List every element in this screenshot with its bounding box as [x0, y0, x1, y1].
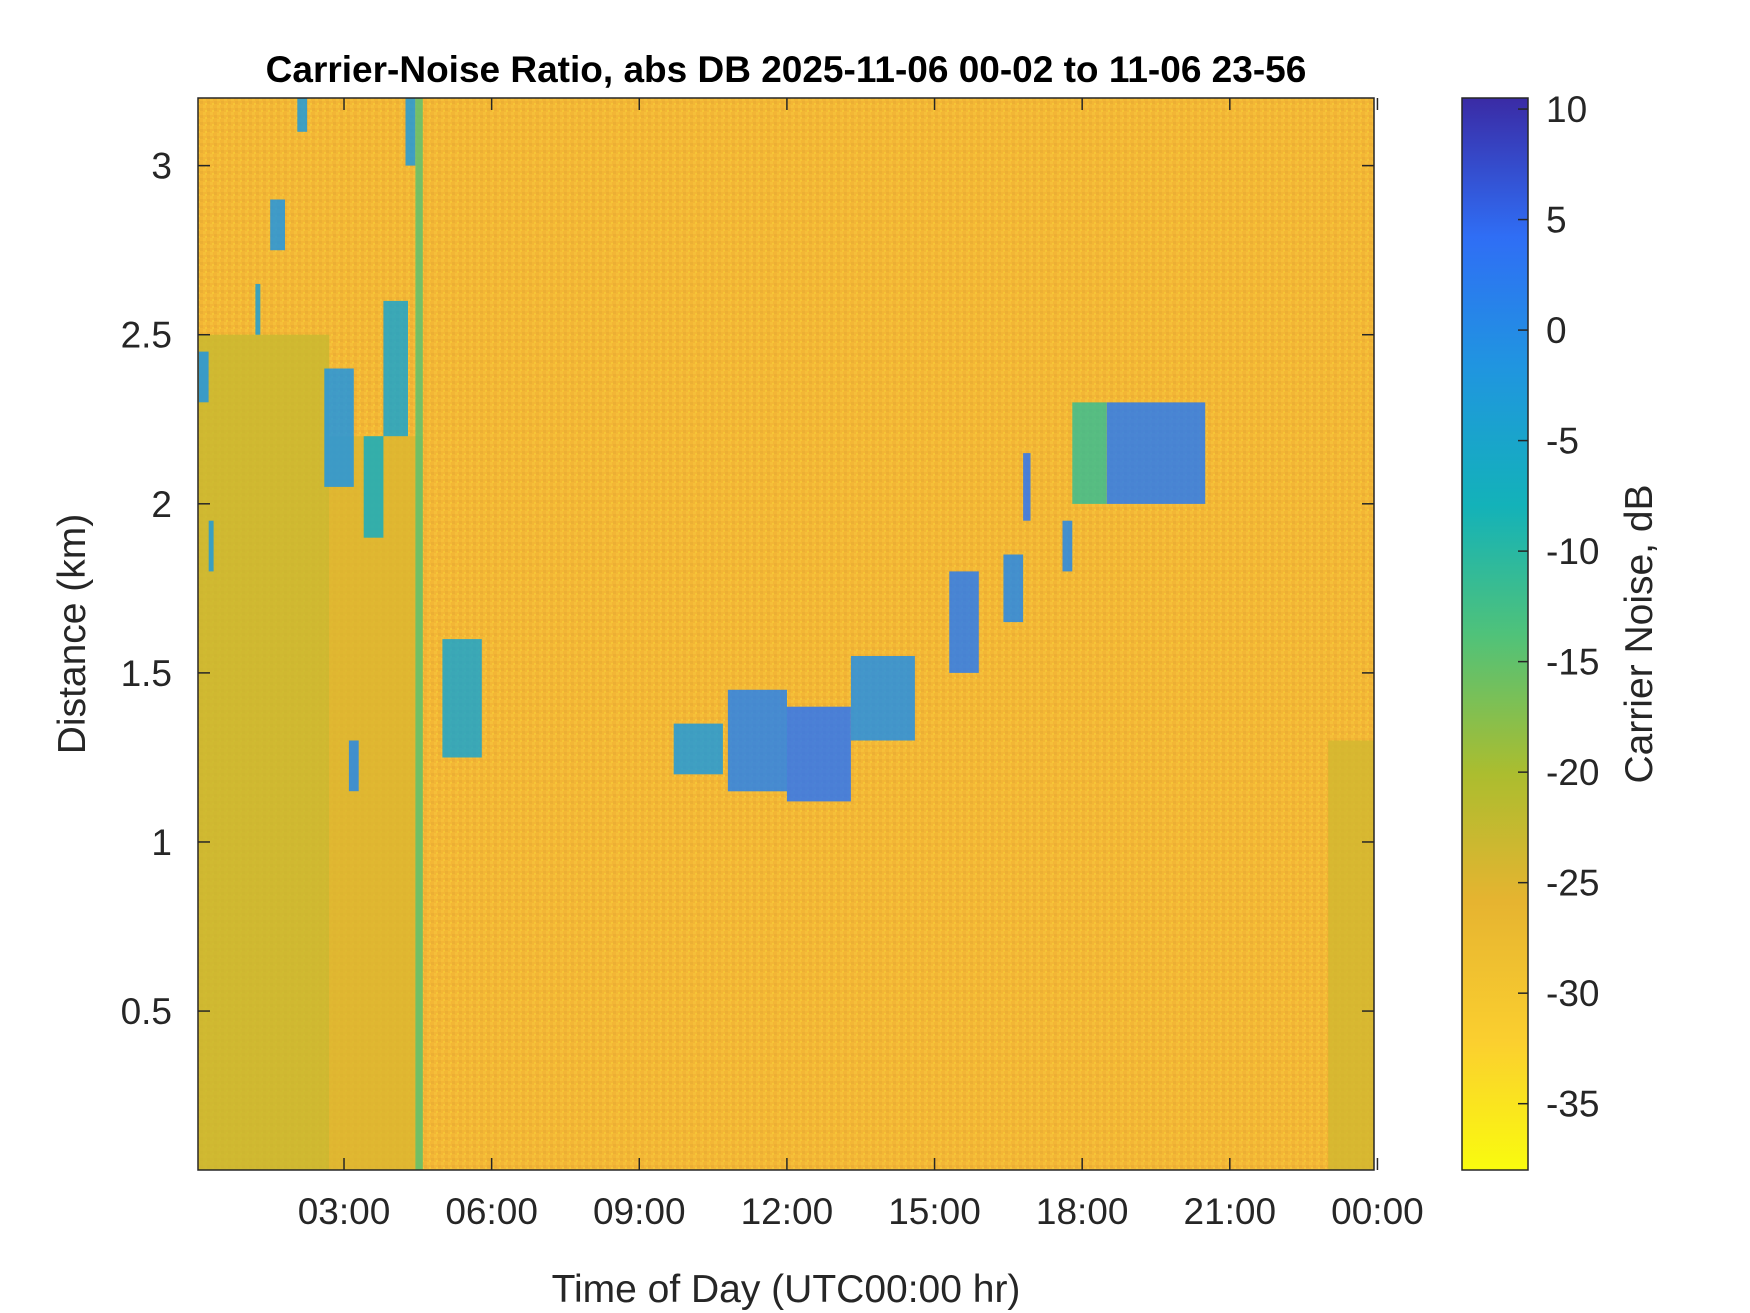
- heatmap-feature: [727, 689, 787, 792]
- heatmap-feature: [786, 706, 851, 802]
- x-tick-label: 00:00: [1331, 1191, 1424, 1232]
- colorbar-tick-label: 5: [1546, 200, 1567, 241]
- chart-title: Carrier-Noise Ratio, abs DB 2025-11-06 0…: [266, 49, 1307, 90]
- y-tick-label: 1: [151, 822, 172, 863]
- x-axis: 03:00 06:00 09:00 12:00 15:00 18:00 21:00 00:00: [298, 98, 1424, 1232]
- colorbar-tick-label: -25: [1546, 863, 1599, 904]
- x-tick-label: 06:00: [445, 1191, 538, 1232]
- y-axis: 0.5 1 1.5 2 2.5 3: [121, 146, 1374, 1032]
- heatmap-feature: [1106, 402, 1206, 504]
- heatmap-feature: [1072, 402, 1107, 504]
- colorbar-tick-label: -15: [1546, 642, 1599, 683]
- x-tick-label: 03:00: [298, 1191, 391, 1232]
- heatmap-feature: [673, 723, 723, 775]
- y-tick-label: 2.5: [121, 315, 172, 356]
- heatmap-feature: [198, 334, 330, 1170]
- x-tick-label: 12:00: [741, 1191, 834, 1232]
- heatmap-feature: [208, 520, 214, 572]
- plot-frame: [197, 97, 1375, 1171]
- heatmap-feature: [324, 368, 354, 487]
- heatmap-feature: [1062, 520, 1073, 572]
- y-tick-label: 3: [151, 146, 172, 187]
- heatmap-features: [198, 98, 1374, 1170]
- heatmap-feature: [348, 740, 359, 792]
- y-tick-label: 1.5: [121, 653, 172, 694]
- x-tick-label: 09:00: [593, 1191, 686, 1232]
- y-axis-label: Distance (km): [51, 514, 94, 755]
- heatmap-feature: [1003, 554, 1024, 623]
- x-tick-label: 18:00: [1036, 1191, 1129, 1232]
- heatmap-feature: [297, 98, 308, 132]
- heatmap-feature: [1023, 453, 1031, 521]
- heatmap-feature: [329, 436, 423, 1170]
- heatmap-feature: [949, 571, 979, 673]
- heatmap-feature: [198, 351, 209, 403]
- heatmap-feature: [255, 284, 261, 335]
- x-tick-label: 15:00: [888, 1191, 981, 1232]
- colorbar-tick-label: -5: [1546, 421, 1579, 462]
- heatmap-feature: [405, 98, 416, 166]
- heatmap-feature: [270, 199, 285, 251]
- heatmap-feature: [850, 656, 915, 741]
- colorbar-tick-label: -10: [1546, 531, 1599, 572]
- y-tick-label: 2: [151, 484, 172, 525]
- colorbar: 10 5 0 -5 -10 -15 -20 -25 -30 -35 Carrier Noise, …: [1461, 89, 1661, 1171]
- heatmap-feature: [1328, 740, 1374, 1170]
- colorbar-tick-label: -35: [1546, 1084, 1599, 1125]
- colorbar-tick-label: -20: [1546, 752, 1599, 793]
- plot-area: [197, 97, 1375, 1171]
- colorbar-tick-label: 10: [1546, 89, 1587, 130]
- x-axis-label: Time of Day (UTC00:00 hr): [552, 1268, 1021, 1311]
- y-tick-label: 0.5: [121, 991, 172, 1032]
- colorbar-gradient: [1461, 97, 1529, 1171]
- x-tick-label: 21:00: [1184, 1191, 1277, 1232]
- heatmap-feature: [442, 639, 482, 758]
- heatmap-feature: [415, 98, 423, 1170]
- colorbar-tick-label: 0: [1546, 310, 1567, 351]
- heatmap-feature: [363, 436, 384, 538]
- heatmap-feature: [383, 300, 408, 437]
- colorbar-tick-label: -30: [1546, 973, 1599, 1014]
- colorbar-label: Carrier Noise, dB: [1618, 484, 1661, 783]
- colorbar-ticks: 10 5 0 -5 -10 -15 -20 -25 -30 -35: [1518, 89, 1599, 1125]
